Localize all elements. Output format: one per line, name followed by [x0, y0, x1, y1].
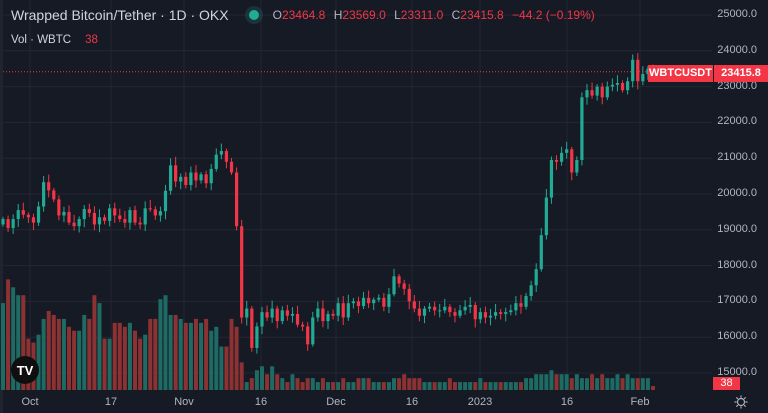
low-value: 23311.0	[400, 8, 444, 22]
tradingview-logo[interactable]: TV	[11, 356, 39, 384]
price-tick: 16000.0	[717, 330, 757, 343]
high-value: 23569.0	[342, 8, 386, 22]
chart-left-border	[0, 0, 3, 413]
volume-tag: 38	[713, 377, 740, 390]
price-tick: 23000.0	[717, 79, 757, 92]
time-tick: 16	[405, 396, 419, 408]
symbol-title[interactable]: Wrapped Bitcoin/Tether · 1D · OKX	[11, 7, 229, 23]
settings-gear-icon[interactable]	[734, 395, 748, 409]
volume-legend[interactable]: Vol · WBTC 38	[11, 34, 98, 46]
time-tick: Feb	[630, 396, 650, 408]
price-tick: 20000.0	[717, 187, 757, 199]
volume-value: 38	[85, 34, 98, 46]
last-price-tag: 23415.8	[714, 65, 768, 82]
open-value: 23464.8	[281, 8, 326, 22]
time-tick: 16	[254, 396, 268, 408]
high-label: H	[333, 8, 343, 22]
time-tick: Nov	[174, 396, 194, 408]
time-tick: 16	[560, 396, 574, 408]
price-tick: 19000.0	[717, 222, 757, 235]
price-tick: 18000.0	[717, 258, 757, 271]
change-value: −44.2 (−0.19%)	[512, 8, 595, 22]
time-tick: Oct	[21, 396, 39, 408]
price-tick: 17000.0	[717, 294, 757, 307]
volume-label: Vol · WBTC	[11, 34, 72, 46]
low-label: L	[394, 8, 401, 22]
ohlc-values: O23464.8 H23569.0 L23311.0 C23415.8 −44.…	[273, 8, 600, 22]
time-tick: Dec	[326, 396, 346, 408]
time-tick: 2023	[467, 396, 493, 408]
price-tick: 21000.0	[717, 151, 757, 164]
price-tick: 15000.0	[717, 366, 757, 378]
market-status-icon	[248, 10, 259, 20]
close-label: C	[451, 8, 461, 22]
price-tick: 25000.0	[717, 8, 757, 20]
time-tick: 17	[104, 396, 118, 408]
price-tick: 22000.0	[717, 115, 757, 128]
symbol-price-tag: WBTCUSDT	[648, 65, 713, 82]
chart-legend: Wrapped Bitcoin/Tether · 1D · OKX O23464…	[11, 7, 600, 23]
open-label: O	[272, 8, 282, 22]
close-value: 23415.8	[460, 8, 504, 22]
price-tick: 24000.0	[717, 43, 757, 56]
